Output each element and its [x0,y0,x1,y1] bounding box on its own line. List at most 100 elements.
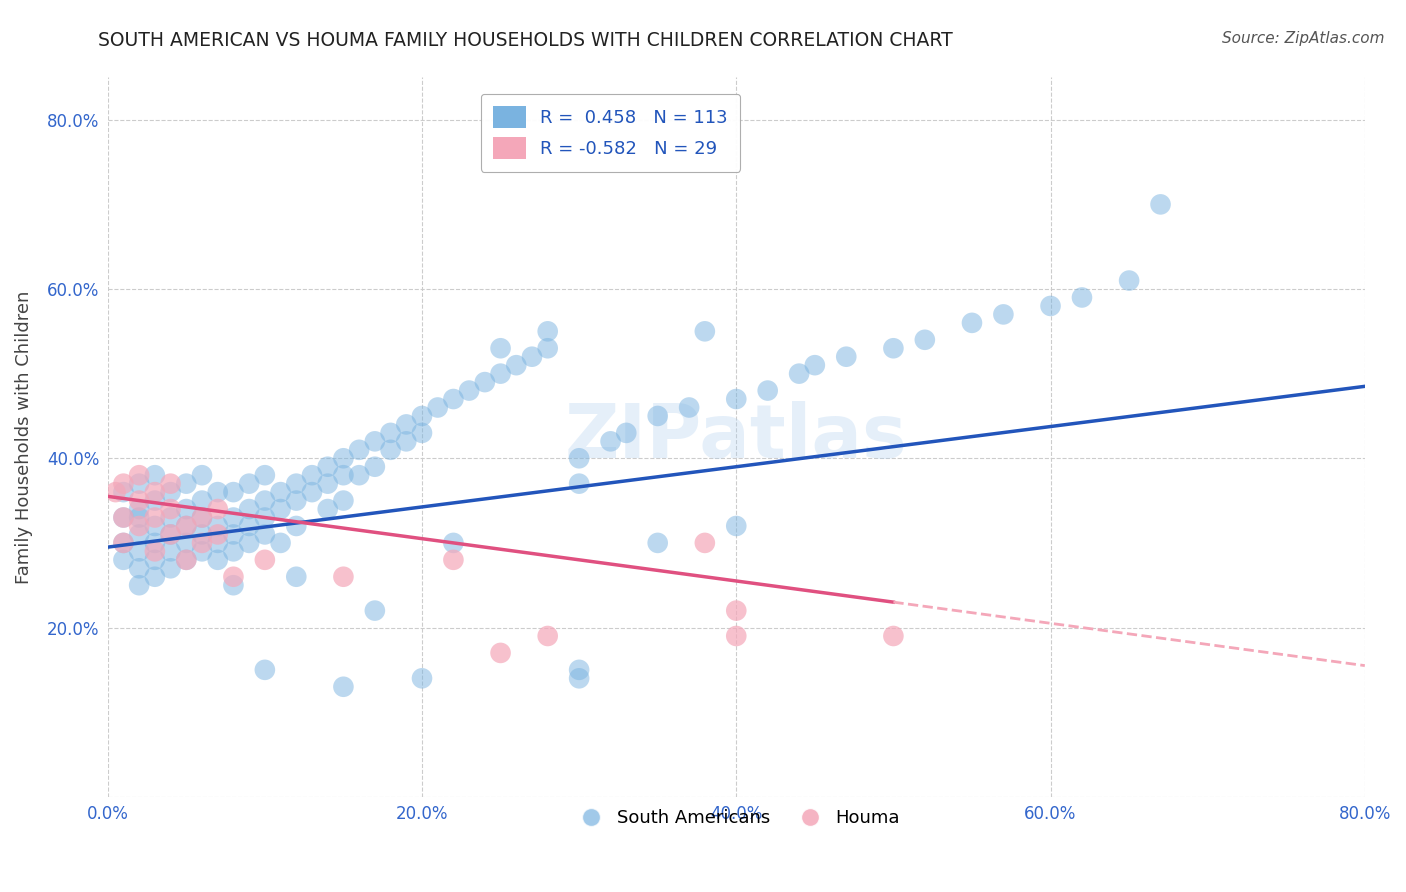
Point [222,544,245,558]
Point [174,536,197,550]
Text: SOUTH AMERICAN VS HOUMA FAMILY HOUSEHOLDS WITH CHILDREN CORRELATION CHART: SOUTH AMERICAN VS HOUMA FAMILY HOUSEHOLD… [98,31,953,50]
Point [253,468,276,483]
Point [143,468,166,483]
Point [174,502,197,516]
Point [143,553,166,567]
Point [174,553,197,567]
Point [882,629,904,643]
Point [332,570,354,584]
Point [159,527,181,541]
Point [174,476,197,491]
Point [285,570,308,584]
Point [112,510,135,524]
Point [159,561,181,575]
Point [222,527,245,541]
Point [1039,299,1062,313]
Point [253,663,276,677]
Point [128,493,150,508]
Point [238,502,260,516]
Point [253,553,276,567]
Point [270,485,292,500]
Point [364,459,387,474]
Point [316,476,339,491]
Point [441,392,464,406]
Point [411,671,433,685]
Point [411,409,433,423]
Point [143,544,166,558]
Point [207,485,229,500]
Point [112,476,135,491]
Point [143,510,166,524]
Point [1118,274,1140,288]
Point [537,629,560,643]
Point [159,527,181,541]
Point [128,527,150,541]
Point [222,570,245,584]
Point [1149,197,1171,211]
Point [128,544,150,558]
Point [647,409,669,423]
Point [756,384,779,398]
Point [882,341,904,355]
Point [537,341,560,355]
Point [380,425,402,440]
Point [1071,290,1094,304]
Point [960,316,983,330]
Point [128,561,150,575]
Point [159,510,181,524]
Point [301,468,323,483]
Point [285,493,308,508]
Point [787,367,810,381]
Point [207,553,229,567]
Point [222,485,245,500]
Point [364,434,387,449]
Point [143,570,166,584]
Point [347,468,370,483]
Point [207,502,229,516]
Point [159,485,181,500]
Point [253,527,276,541]
Point [693,536,716,550]
Point [693,324,716,338]
Point [332,493,354,508]
Point [395,417,418,432]
Point [568,476,591,491]
Point [441,553,464,567]
Point [426,401,449,415]
Point [191,544,214,558]
Point [347,442,370,457]
Point [614,425,637,440]
Point [128,510,150,524]
Point [537,324,560,338]
Point [222,578,245,592]
Point [270,536,292,550]
Point [647,536,669,550]
Point [568,663,591,677]
Point [411,425,433,440]
Point [128,502,150,516]
Point [489,367,512,381]
Legend: South Americans, Houma: South Americans, Houma [567,802,907,835]
Point [191,536,214,550]
Point [143,536,166,550]
Point [301,485,323,500]
Point [112,536,135,550]
Point [222,510,245,524]
Point [207,527,229,541]
Point [474,375,496,389]
Point [364,604,387,618]
Point [253,493,276,508]
Point [191,493,214,508]
Point [725,392,748,406]
Point [207,536,229,550]
Point [520,350,543,364]
Point [128,519,150,533]
Point [835,350,858,364]
Point [112,485,135,500]
Point [458,384,481,398]
Point [489,646,512,660]
Point [159,502,181,516]
Point [395,434,418,449]
Point [191,510,214,524]
Point [599,434,621,449]
